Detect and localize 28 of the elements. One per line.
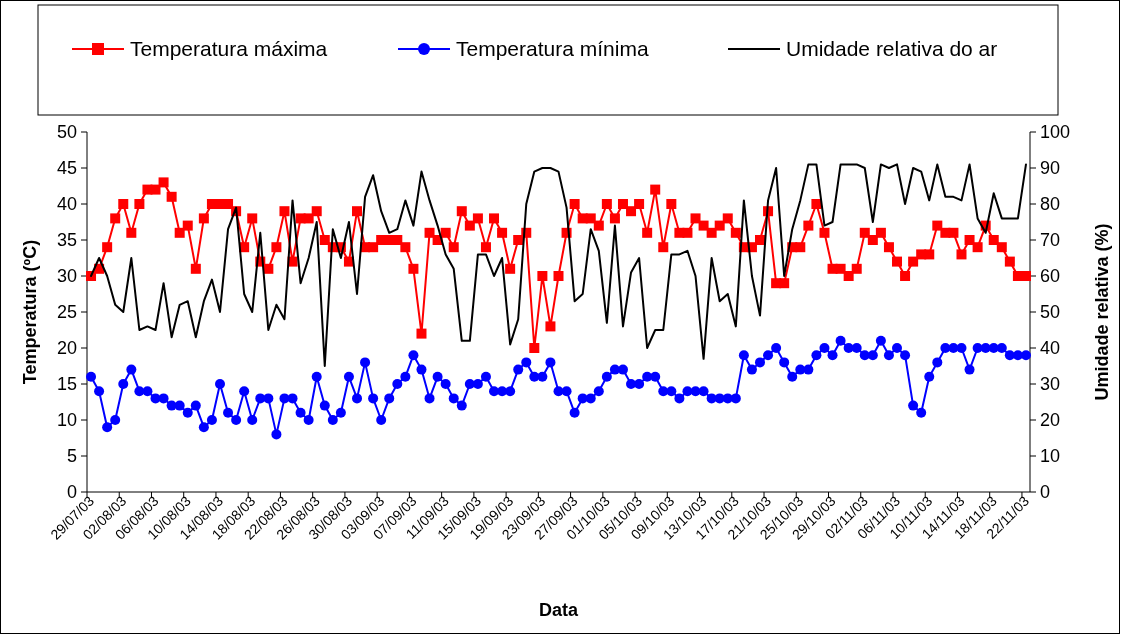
y2-tick-label: 100	[1040, 122, 1071, 143]
y-tick-label: 30	[56, 266, 77, 287]
y-axis-title: Temperatura (ºC)	[20, 239, 40, 385]
y-tick-label: 5	[66, 446, 77, 467]
y-tick-label: 40	[56, 194, 77, 215]
x-axis-title: Data	[538, 600, 579, 620]
y-tick-label: 35	[56, 230, 77, 251]
y-tick-label: 15	[56, 374, 77, 395]
y-tick-label: 25	[56, 302, 77, 323]
y-tick-label: 0	[66, 482, 77, 503]
y2-tick-label: 20	[1040, 410, 1061, 431]
y2-tick-label: 0	[1040, 482, 1051, 503]
y2-tick-label: 10	[1040, 446, 1061, 467]
y-tick-label: 45	[56, 158, 77, 179]
y2-tick-label: 90	[1040, 158, 1061, 179]
y2-tick-label: 70	[1040, 230, 1061, 251]
y-tick-label: 20	[56, 338, 77, 359]
y2-tick-label: 80	[1040, 194, 1061, 215]
y2-tick-label: 50	[1040, 302, 1061, 323]
legend-label: Umidade relativa do ar	[786, 37, 998, 61]
y2-axis-title: Umidade relativa (%)	[1092, 223, 1112, 401]
y2-tick-label: 60	[1040, 266, 1061, 287]
legend-label: Temperatura máxima	[130, 37, 328, 61]
y2-tick-label: 40	[1040, 338, 1061, 359]
y2-tick-label: 30	[1040, 374, 1061, 395]
legend-label: Temperatura mínima	[456, 37, 649, 61]
y-tick-label: 10	[56, 410, 77, 431]
y-tick-label: 50	[56, 122, 77, 143]
